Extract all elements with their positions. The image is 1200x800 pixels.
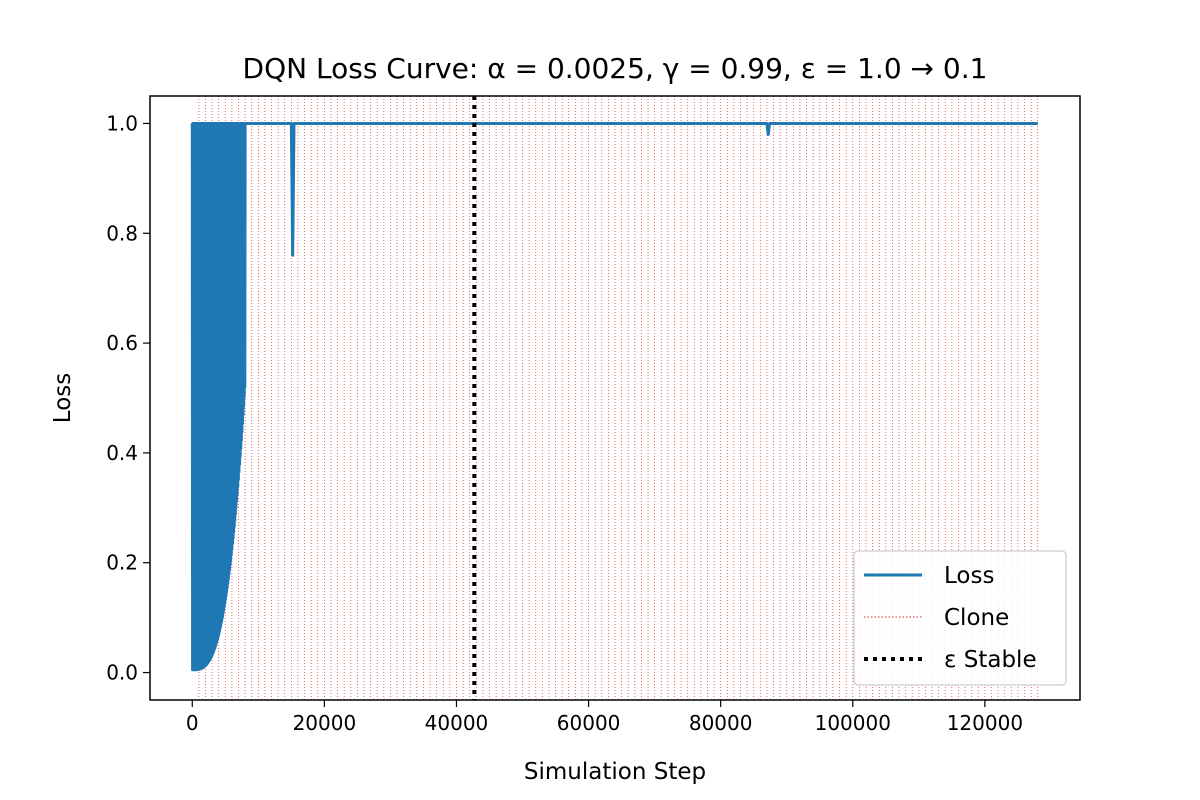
plot-frame	[149, 95, 1081, 701]
y-tick-label: 0.0	[106, 661, 138, 685]
y-axis-label: Loss	[50, 373, 76, 423]
y-tick-label: 0.2	[106, 551, 138, 575]
legend-clone-label: Clone	[944, 605, 1009, 631]
x-tick-label: 80000	[689, 711, 753, 735]
x-tick-label: 0	[186, 711, 199, 735]
loss-series	[190, 121, 1038, 672]
x-tick-label: 20000	[293, 711, 357, 735]
x-axis-label: Simulation Step	[524, 759, 706, 785]
legend: Loss Clone ε Stable	[853, 550, 1067, 686]
x-tick-label: 60000	[557, 711, 621, 735]
x-tick-label: 40000	[425, 711, 489, 735]
y-tick-label: 0.6	[106, 331, 138, 355]
chart-title: DQN Loss Curve: α = 0.0025, γ = 0.99, ε …	[243, 52, 988, 85]
y-axis-ticks: 0.0 0.2 0.4 0.6 0.8 1.0	[106, 111, 150, 685]
loss-line	[190, 121, 1038, 672]
y-tick-label: 1.0	[106, 111, 138, 135]
y-tick-label: 0.4	[106, 441, 138, 465]
y-tick-label: 0.8	[106, 221, 138, 245]
x-tick-label: 120000	[947, 711, 1023, 735]
x-axis-ticks: 0 20000 40000 60000 80000 100000 120000	[186, 700, 1023, 735]
legend-loss-label: Loss	[944, 563, 994, 589]
legend-box	[853, 550, 1067, 686]
x-tick-label: 100000	[815, 711, 891, 735]
legend-stable-label: ε Stable	[944, 647, 1037, 673]
